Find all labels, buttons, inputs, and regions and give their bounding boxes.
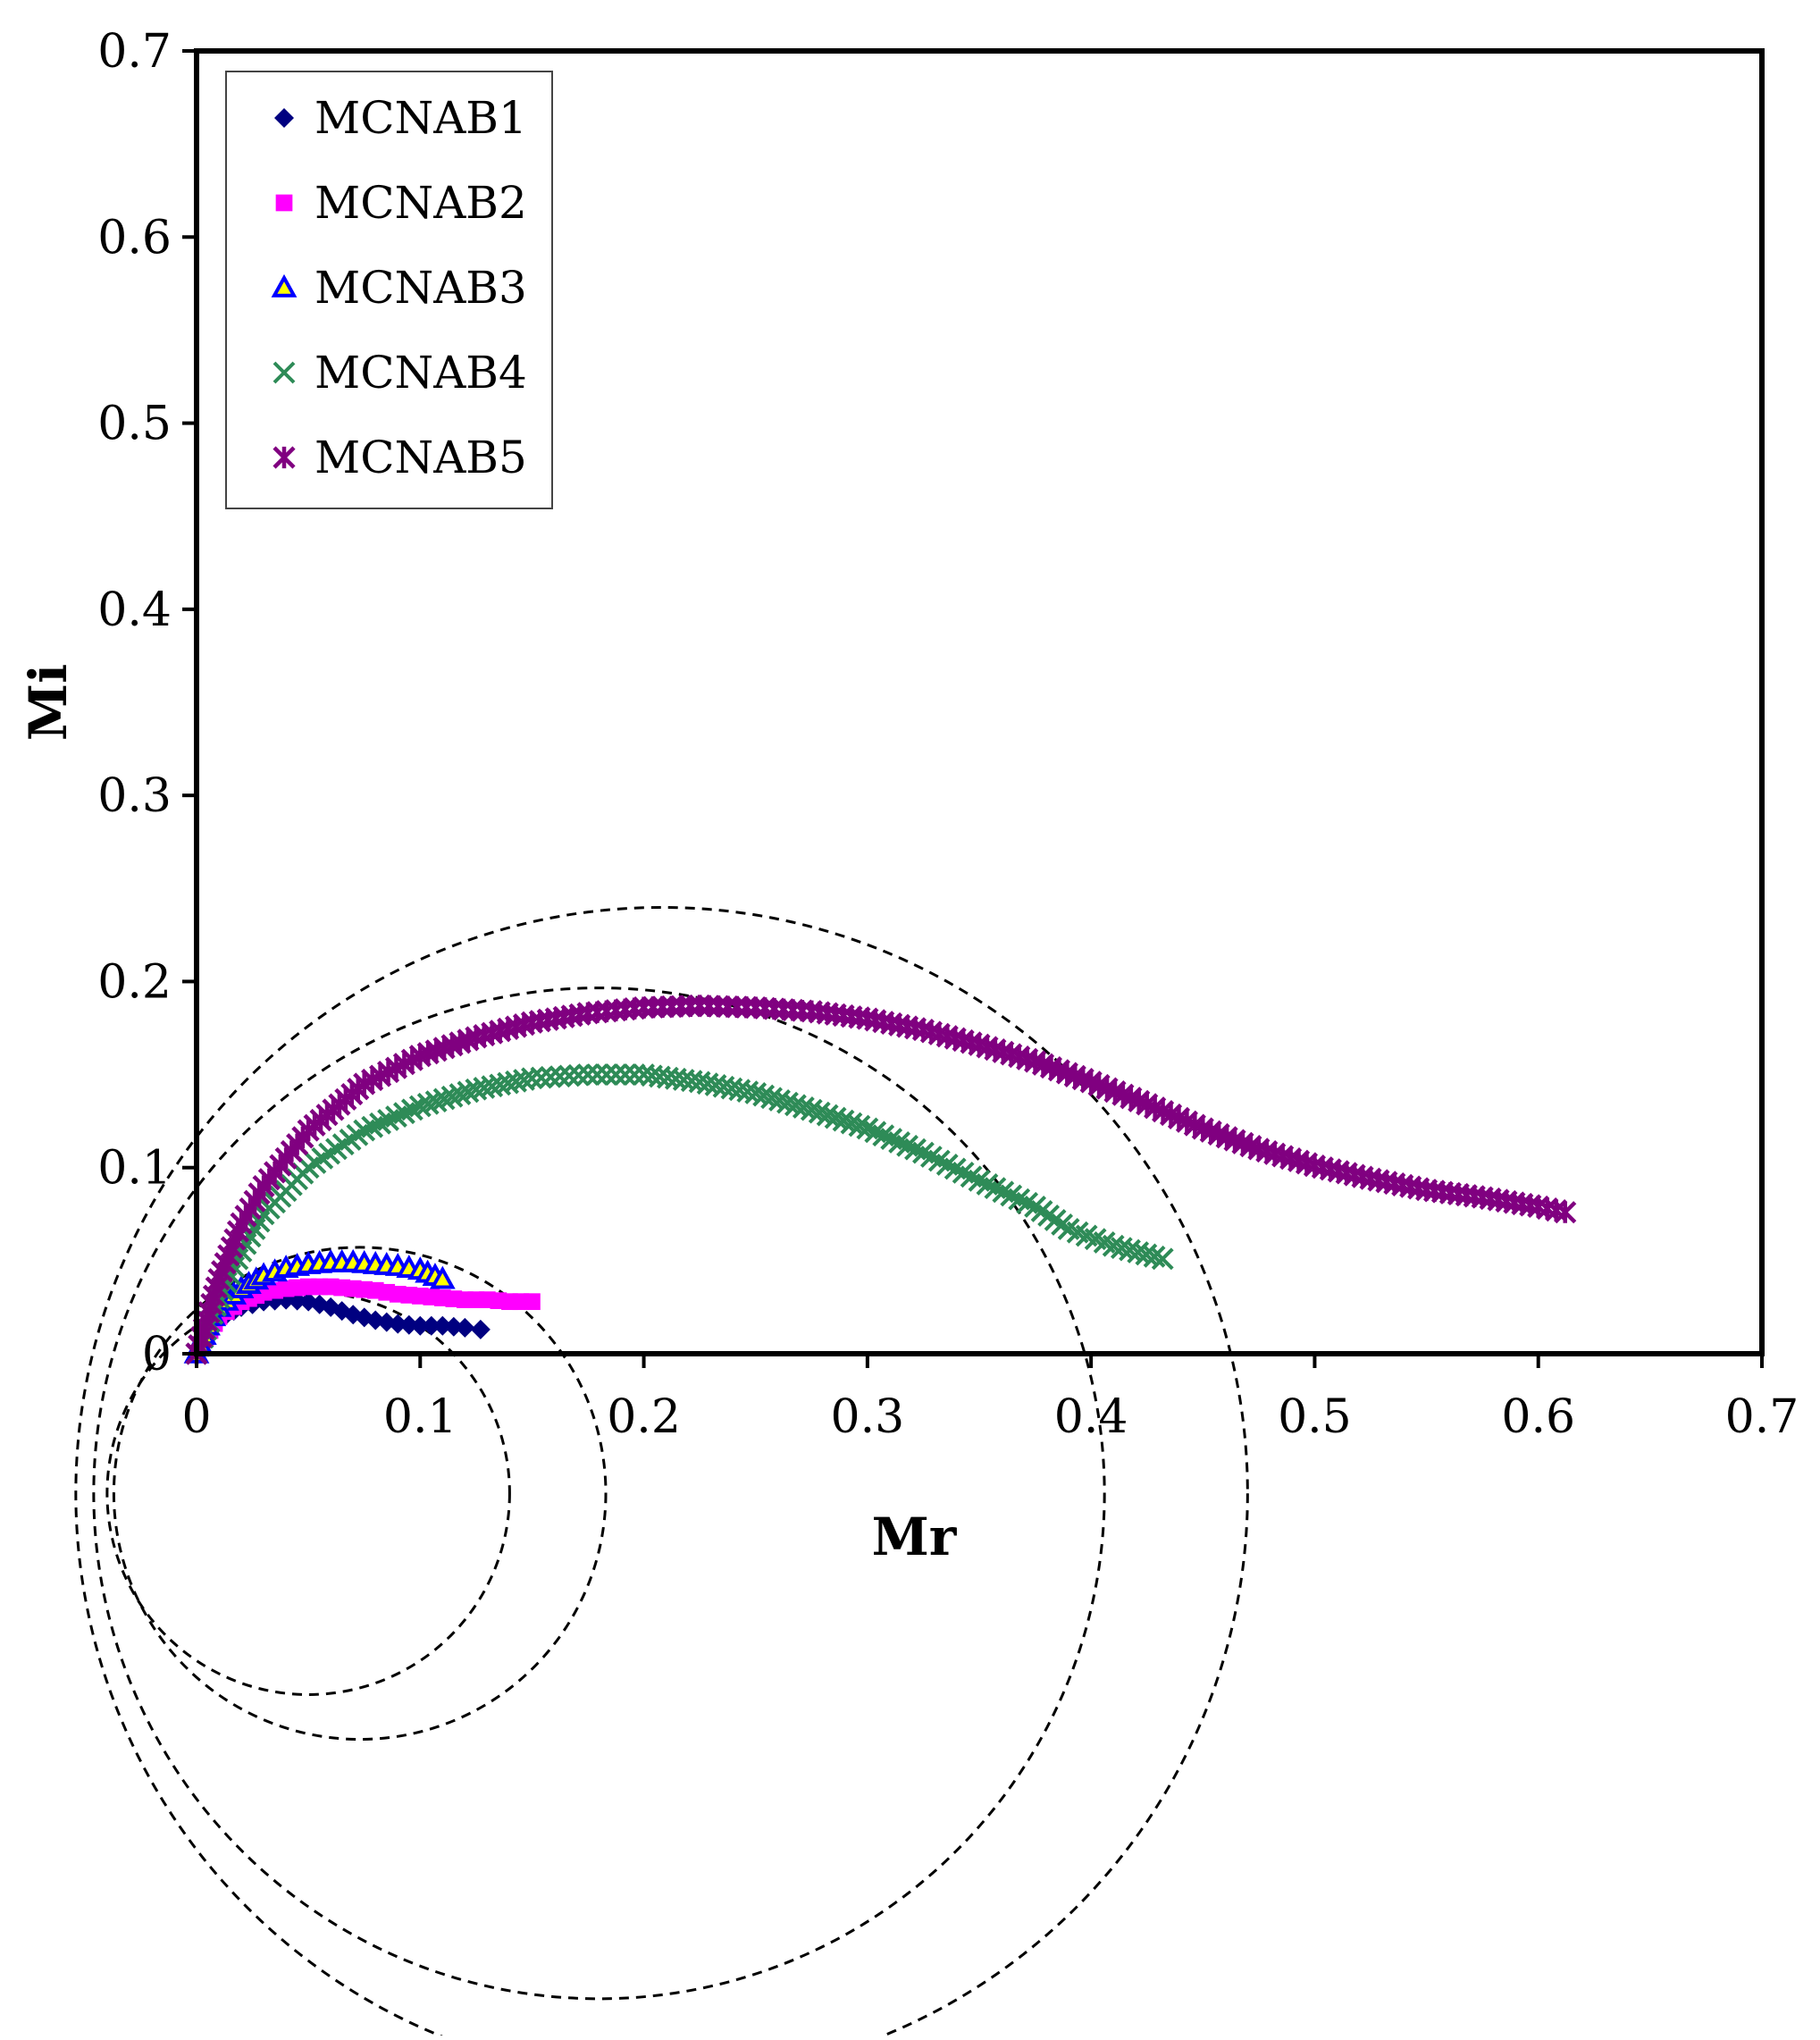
fitted-circle-4: [74, 906, 1249, 2040]
data-marker: [1135, 1243, 1158, 1266]
legend-marker: [273, 361, 296, 384]
data-marker: [776, 1091, 799, 1114]
data-point: [1151, 1247, 1174, 1271]
data-point: [429, 1265, 456, 1289]
fitted-circle-1: [105, 1290, 511, 1696]
legend-item-mcnab2: MCNAB2: [275, 177, 527, 229]
data-marker: [768, 1089, 791, 1112]
data-marker: [449, 1083, 472, 1106]
legend-item-mcnab4: MCNAB4: [273, 347, 527, 399]
legend-label: MCNAB2: [315, 177, 527, 229]
ticks-layer: 0 0.1 0.2 0.3 0.4 0.5 0.6 0.7 0 0.1 0.2 0.3 0.4 0.5 0.…: [97, 25, 1799, 1444]
y-axis-title: Mi: [18, 664, 79, 741]
data-marker: [530, 1066, 553, 1089]
legend-marker: [274, 108, 294, 128]
y-tick-label: 0.1: [97, 1142, 172, 1196]
x-tick-label: 0.7: [1725, 1390, 1799, 1444]
data-marker: [614, 1063, 637, 1086]
data-marker: [752, 1084, 776, 1107]
y-tick-label: 0.4: [97, 583, 172, 637]
data-marker: [432, 1087, 456, 1111]
x-tick-label: 0: [181, 1390, 211, 1444]
data-marker: [421, 1315, 441, 1336]
data-marker: [558, 1064, 581, 1087]
data-layer: [183, 994, 1577, 1365]
data-point: [744, 1081, 767, 1104]
data-marker: [736, 1080, 759, 1104]
x-axis-title: Mr: [872, 1507, 958, 1567]
data-point: [1554, 1201, 1577, 1224]
legend-label: MCNAB4: [315, 347, 527, 399]
legend-item-mcnab3: MCNAB3: [271, 262, 527, 314]
data-marker: [1110, 1237, 1133, 1260]
data-point: [576, 1063, 600, 1086]
legend: MCNAB1 MCNAB2 MCNAB3 MCNAB4 MCNAB5: [225, 71, 553, 509]
data-marker: [416, 1092, 440, 1115]
data-marker: [1143, 1245, 1166, 1268]
legend-label: MCNAB1: [315, 92, 527, 144]
data-marker: [760, 1087, 784, 1110]
data-marker: [398, 1314, 419, 1335]
fitted-circles-layer: [74, 906, 1249, 2040]
fitted-circle-2: [112, 1246, 608, 1742]
data-point: [408, 1095, 432, 1118]
data-marker: [424, 1090, 448, 1113]
data-point: [410, 1315, 431, 1336]
plot-area-frame: [194, 48, 1765, 1356]
x-tick-label: 0.6: [1501, 1390, 1575, 1444]
data-marker: [457, 1080, 480, 1104]
data-marker: [784, 1094, 807, 1117]
y-tick-label: 0.5: [97, 398, 172, 451]
y-tick-label: 0.7: [97, 25, 172, 79]
fitted-circle-3: [92, 986, 1106, 2001]
legend-item-mcnab5: MCNAB5: [273, 432, 527, 483]
legend-marker: [271, 273, 298, 298]
legend-item-mcnab1: MCNAB1: [274, 92, 527, 144]
x-tick-label: 0.3: [831, 1390, 905, 1444]
data-marker: [604, 1063, 627, 1086]
data-point: [1102, 1234, 1125, 1257]
x-tick-label: 0.1: [383, 1390, 457, 1444]
legend-label: MCNAB3: [315, 262, 527, 314]
data-point: [524, 1293, 541, 1311]
data-point: [388, 1314, 408, 1334]
data-marker: [539, 1065, 562, 1088]
data-marker: [567, 1063, 590, 1087]
data-point: [455, 1317, 475, 1338]
y-tick-label: 0.2: [97, 955, 172, 1009]
x-tick-label: 0.5: [1278, 1390, 1352, 1444]
y-tick-label: 0.3: [97, 769, 172, 823]
data-point: [470, 1319, 491, 1339]
data-marker: [443, 1316, 464, 1337]
legend-marker: [275, 194, 293, 212]
data-marker: [440, 1085, 464, 1108]
data-point: [432, 1315, 453, 1336]
x-tick-label: 0.4: [1054, 1390, 1128, 1444]
x-tick-label: 0.2: [607, 1390, 681, 1444]
series-mcnab5: [185, 994, 1577, 1365]
y-tick-label: 0.6: [97, 211, 172, 264]
data-marker: [1119, 1238, 1141, 1262]
data-marker: [586, 1063, 608, 1086]
data-marker: [549, 1065, 572, 1088]
data-marker: [792, 1096, 815, 1119]
data-marker: [1127, 1241, 1150, 1263]
data-point: [521, 1067, 543, 1090]
data-marker: [595, 1063, 618, 1086]
legend-label: MCNAB5: [315, 432, 527, 483]
data-marker: [623, 1063, 646, 1086]
y-tick-label: 0: [142, 1328, 172, 1381]
legend-marker: [273, 446, 296, 469]
